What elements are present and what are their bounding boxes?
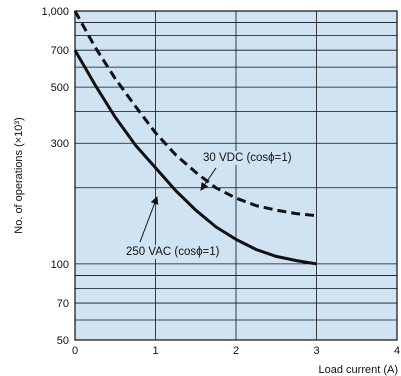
tick-labels: 50 70 100 300 500 700 1,000 0 1 2 3 4: [41, 6, 400, 357]
annotation-250vac-bg: [124, 245, 222, 259]
annotation-30vdc: 30 VDC (cosϕ=1): [203, 152, 292, 164]
x-tick-label: 3: [313, 345, 319, 357]
x-tick-label: 2: [233, 345, 239, 357]
y-axis-label: No. of operations (×10³): [13, 117, 25, 233]
annotation-250vac: 250 VAC (cosϕ=1): [126, 246, 220, 258]
annotation-250vac-arrow: [139, 196, 159, 243]
y-tick-label: 70: [57, 298, 69, 310]
y-tick-label: 1,000: [41, 6, 69, 18]
y-tick-label: 300: [51, 138, 69, 150]
y-tick-label: 700: [51, 45, 69, 57]
x-tick-label: 1: [152, 345, 158, 357]
x-axis-label: Load current (A): [319, 364, 398, 376]
x-tick-label: 0: [72, 345, 78, 357]
series-line-1: [73, 49, 317, 266]
series-line-0: [73, 10, 317, 218]
annotation-30vdc-bg: [201, 151, 294, 165]
y-tick-label: 50: [57, 335, 69, 347]
plot-frame: [74, 10, 398, 341]
annotation-30vdc-arrow: [200, 167, 217, 191]
y-tick-label: 100: [51, 259, 69, 271]
x-tick-label: 4: [394, 345, 400, 357]
y-tick-label: 500: [51, 82, 69, 94]
series-layer: [73, 10, 317, 266]
